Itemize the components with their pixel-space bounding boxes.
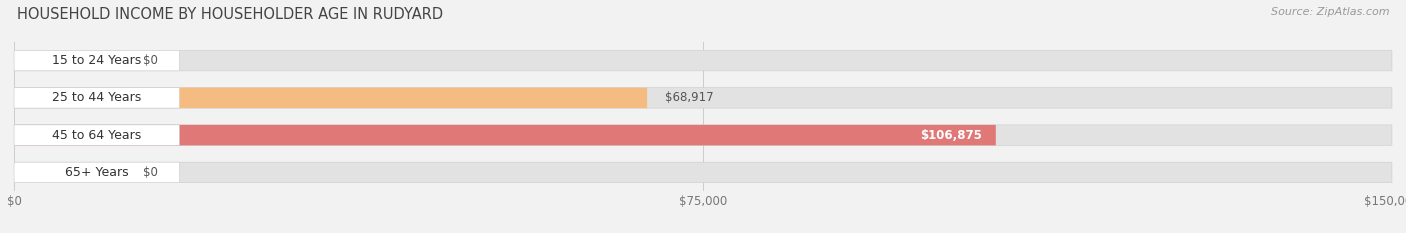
Text: 15 to 24 Years: 15 to 24 Years [52,54,142,67]
FancyBboxPatch shape [14,162,180,183]
FancyBboxPatch shape [14,88,1392,108]
Text: HOUSEHOLD INCOME BY HOUSEHOLDER AGE IN RUDYARD: HOUSEHOLD INCOME BY HOUSEHOLDER AGE IN R… [17,7,443,22]
Text: $106,875: $106,875 [920,129,981,142]
FancyBboxPatch shape [14,125,1392,145]
FancyBboxPatch shape [14,50,124,71]
FancyBboxPatch shape [14,50,1392,71]
FancyBboxPatch shape [14,88,647,108]
Text: 25 to 44 Years: 25 to 44 Years [52,91,142,104]
Text: 45 to 64 Years: 45 to 64 Years [52,129,142,142]
FancyBboxPatch shape [14,88,180,108]
Text: $68,917: $68,917 [665,91,714,104]
Text: $0: $0 [142,166,157,179]
Text: 65+ Years: 65+ Years [65,166,128,179]
FancyBboxPatch shape [14,125,180,145]
FancyBboxPatch shape [14,125,995,145]
FancyBboxPatch shape [14,162,1392,183]
Text: $0: $0 [142,54,157,67]
FancyBboxPatch shape [14,50,180,71]
FancyBboxPatch shape [14,162,124,183]
Text: Source: ZipAtlas.com: Source: ZipAtlas.com [1271,7,1389,17]
